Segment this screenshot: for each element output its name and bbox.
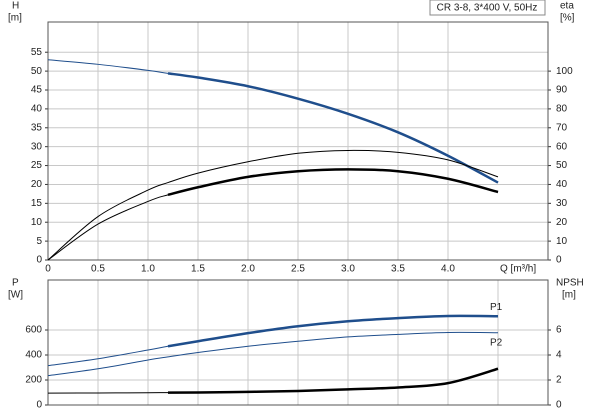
y-tick-label: 10 (31, 217, 43, 228)
y-tick-label: 600 (25, 325, 42, 336)
curve-duty-range (167, 168, 499, 197)
x-tick-label: 3.5 (391, 264, 405, 275)
y-tick-label: 35 (31, 122, 43, 133)
y-tick-label: 400 (25, 350, 42, 361)
y-tick-label: 5 (36, 236, 42, 247)
y-tick-label: 0 (36, 255, 42, 266)
x-tick-label: 2.5 (291, 264, 305, 275)
x-tick-label: 4.0 (441, 264, 455, 275)
y2-tick-label: 10 (556, 236, 568, 247)
curve-duty-range (167, 72, 499, 184)
x-tick-label: 2.0 (241, 264, 255, 275)
x-tick-label: 0.5 (91, 264, 105, 275)
y2-tick-label: 40 (556, 179, 568, 190)
chart-subtitle: CR 3-8, 3*400 V, 50Hz (437, 3, 538, 14)
y2-axis-unit: [m] (562, 290, 576, 301)
y-tick-label: 45 (31, 85, 43, 96)
y2-tick-label: 30 (556, 198, 568, 209)
y2-tick-label: 60 (556, 141, 568, 152)
x-axis-label: Q [m³/h] (500, 264, 536, 275)
y-tick-label: 0 (36, 400, 42, 411)
y2-tick-label: 0 (556, 400, 562, 411)
y-tick-label: 25 (31, 160, 43, 171)
y-tick-label: 30 (31, 141, 43, 152)
series-label: P1 (490, 302, 503, 313)
curve-duty-range (167, 314, 499, 348)
y2-tick-label: 20 (556, 217, 568, 228)
y2-tick-label: 4 (556, 350, 562, 361)
y-tick-label: 55 (31, 47, 43, 58)
y2-tick-label: 50 (556, 160, 568, 171)
curve (47, 331, 499, 377)
y2-tick-label: 70 (556, 122, 568, 133)
y2-tick-label: 0 (556, 255, 562, 266)
y2-tick-label: 6 (556, 325, 562, 336)
y-tick-label: 15 (31, 198, 43, 209)
series-label: P2 (490, 337, 503, 348)
y2-tick-label: 80 (556, 104, 568, 115)
curve (47, 368, 499, 394)
y2-tick-label: 90 (556, 85, 568, 96)
y2-axis-label: eta (560, 1, 574, 12)
y2-axis-label: NPSH (556, 278, 584, 289)
curve (47, 149, 499, 261)
x-tick-label: 0 (45, 264, 51, 275)
x-tick-label: 3.0 (341, 264, 355, 275)
y-axis-unit: [W] (8, 290, 23, 301)
y2-axis-unit: [%] (560, 13, 575, 24)
y-axis-label: H (12, 1, 19, 12)
plot-frame (47, 21, 549, 261)
x-tick-label: 1.5 (191, 264, 205, 275)
x-tick-label: 1.0 (141, 264, 155, 275)
y-axis-label: P (12, 278, 19, 289)
y-tick-label: 20 (31, 179, 43, 190)
curve (47, 168, 499, 261)
y2-tick-label: 2 (556, 375, 562, 386)
curve (47, 59, 499, 183)
title-box (429, 0, 546, 16)
y-tick-label: 200 (25, 375, 42, 386)
y2-tick-label: 100 (556, 66, 573, 77)
plot-frame (47, 279, 549, 406)
y-tick-label: 50 (31, 66, 43, 77)
y-tick-label: 40 (31, 104, 43, 115)
curve (47, 315, 499, 367)
curve-duty-range (167, 367, 499, 394)
y-axis-unit: [m] (8, 13, 22, 24)
